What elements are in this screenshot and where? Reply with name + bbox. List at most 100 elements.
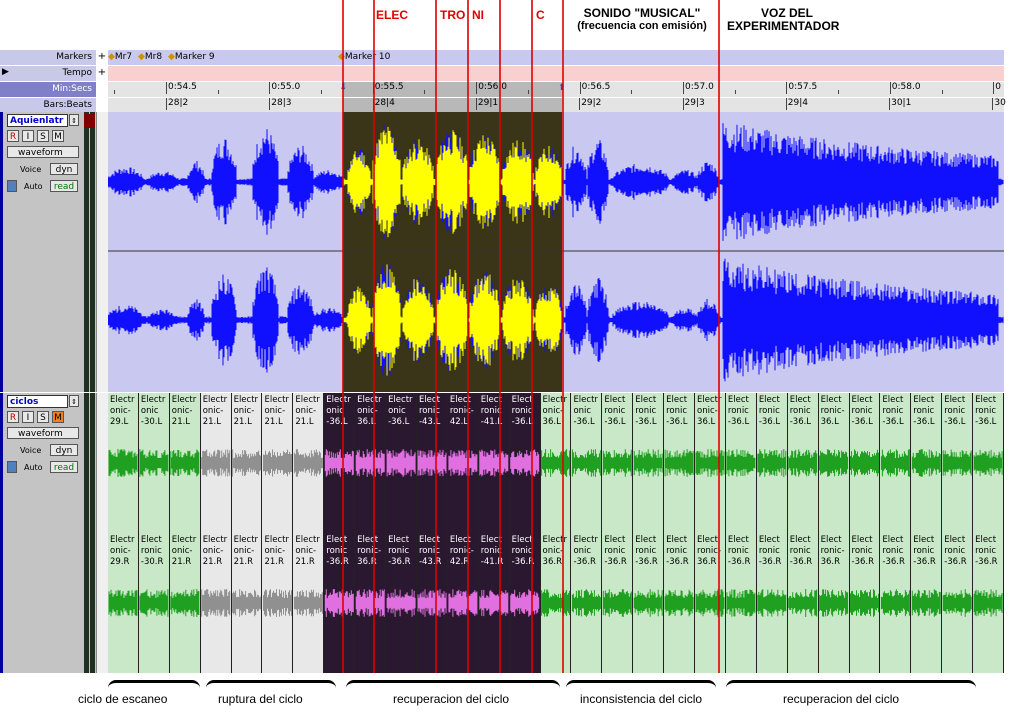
clip-label-line: onic- xyxy=(202,406,224,416)
clip-label-line: ronic xyxy=(480,406,502,416)
label-inconsistencia: inconsistencia del ciclo xyxy=(580,692,703,706)
minsecs-tick xyxy=(579,82,581,94)
clip-label-line: -36.L xyxy=(758,417,781,427)
clip-label-line: ronic xyxy=(604,406,626,416)
clip-label-line: Electr xyxy=(326,395,351,405)
selection-end-arrow-icon[interactable]: ⬆ xyxy=(558,83,566,93)
track1-voice-select[interactable]: dyn xyxy=(50,163,78,175)
clip-label-line: ronic xyxy=(975,406,997,416)
track2-voice-select[interactable]: dyn xyxy=(50,444,78,456)
marker-mr7[interactable]: ◆Mr7 xyxy=(108,52,133,62)
clip-label-line: -36.R xyxy=(944,557,967,567)
clip-label-line: 21.L xyxy=(171,417,191,427)
track1-waveform xyxy=(108,123,1004,382)
clip-label-line: 36.R xyxy=(697,557,717,567)
track1-mute-button[interactable]: M xyxy=(52,130,64,142)
clip-label-line: Elect xyxy=(913,395,935,405)
clip-waveform xyxy=(880,589,910,617)
markers-ruler-label: Markers xyxy=(56,52,92,62)
clip-label-line: 21.R xyxy=(171,557,192,567)
track2-auto-icon[interactable] xyxy=(7,461,17,473)
clip-label-line: -36.R xyxy=(326,557,349,567)
track1-auto-select[interactable]: read xyxy=(50,180,78,192)
marker-diamond-icon: ◆ xyxy=(338,52,345,62)
clip-label-line: 36.R xyxy=(820,557,841,567)
clip-waveform xyxy=(355,449,385,477)
tempo-expand-icon[interactable]: ▶ xyxy=(2,67,9,77)
clip-label-line: Electr xyxy=(171,395,197,405)
selection-start-arrow-icon[interactable]: ⬇ xyxy=(339,82,348,93)
clip-label-line: Electr xyxy=(295,395,320,405)
clip-waveform xyxy=(201,449,231,477)
clip-label-line: Elect xyxy=(480,535,502,545)
track1-name-menu-icon[interactable]: ⇕ xyxy=(69,114,79,126)
clip-waveform xyxy=(695,589,725,617)
track2-clips-area[interactable]: Electr onic- 29.L Electr onic- 29.R Electr onic… xyxy=(108,393,1004,673)
clip-waveform xyxy=(139,449,169,477)
minor-tick xyxy=(786,90,787,94)
clip-label-line: onic- xyxy=(697,406,718,416)
clip-label-line: 21.L xyxy=(264,417,283,427)
minsecs-tick-label: 0:56.5 xyxy=(581,82,611,92)
clip-label-line: -36.L xyxy=(727,417,750,427)
track2-record-button[interactable]: R xyxy=(7,411,19,423)
clip-waveform xyxy=(726,449,756,477)
tempo-add-button[interactable]: + xyxy=(96,66,108,81)
markers-add-button[interactable]: + xyxy=(96,50,108,65)
clip-label-line: Elect xyxy=(758,395,780,405)
track2-name-field[interactable]: ciclos xyxy=(7,395,68,408)
track2-header: ciclos ⇕ R I S M waveform Voice dyn Auto… xyxy=(0,393,96,673)
clip-waveform xyxy=(850,449,879,477)
clip-label-line: Elect xyxy=(418,395,440,405)
clip-label-line: Elect xyxy=(913,535,935,545)
track2-name-menu-icon[interactable]: ⇕ xyxy=(69,395,79,407)
track2-view-select[interactable]: waveform xyxy=(7,427,79,439)
tempo-ruler[interactable] xyxy=(108,66,1004,81)
clip-label-line: 21.R xyxy=(233,557,254,567)
clip-label-line: ronic xyxy=(851,546,873,556)
clip-label-line: ronic xyxy=(666,546,688,556)
track2-mute-button[interactable]: M xyxy=(52,411,64,423)
clip-waveform xyxy=(263,449,292,477)
clip-label-line: 42.L xyxy=(449,417,469,427)
clip-label-line: -43.R xyxy=(418,557,442,567)
markers-ruler[interactable] xyxy=(108,50,1004,65)
clip-label-line: -36.R xyxy=(511,557,535,567)
minor-tick xyxy=(942,90,943,94)
annotation-elec: ELEC xyxy=(376,8,409,22)
minor-tick xyxy=(166,90,167,94)
clip-label-line: 42.R xyxy=(449,557,470,567)
track1-solo-button[interactable]: S xyxy=(37,130,49,142)
barsbeats-tick xyxy=(992,98,994,110)
track1-view-select[interactable]: waveform xyxy=(7,146,79,158)
clip-label-line: -41.R xyxy=(480,557,504,567)
track1-auto-icon[interactable] xyxy=(7,180,17,192)
clip-label-line: -36.L xyxy=(388,417,410,427)
marker-mr8[interactable]: ◆Mr8 xyxy=(138,52,163,62)
track1-name-field[interactable]: Aquienlatr xyxy=(7,114,68,127)
clip-waveform xyxy=(973,589,1003,617)
track2-clip-waveforms xyxy=(108,449,1003,617)
clip-label-line: -36.L xyxy=(944,417,966,427)
track2-solo-button[interactable]: S xyxy=(37,411,49,423)
minsecs-tick-label: 0:58.0 xyxy=(891,82,921,92)
minsecs-tick xyxy=(269,82,271,94)
track2-input-button[interactable]: I xyxy=(22,411,34,423)
clip-label-line: ronic xyxy=(418,406,440,416)
clip-label-line: -36.R xyxy=(666,557,689,567)
clip-label-line: Elect xyxy=(789,535,811,545)
track2-auto-select[interactable]: read xyxy=(50,461,78,473)
clip-label-line: Electr xyxy=(140,395,166,405)
clip-waveform xyxy=(293,589,323,617)
track1-record-button[interactable]: R xyxy=(7,130,19,142)
track1-waveform-area[interactable] xyxy=(108,112,1004,392)
marker-9[interactable]: ◆Marker 9 xyxy=(168,52,215,62)
clip-label-line: onic- xyxy=(357,406,378,416)
marker-10[interactable]: ◆Marker 10 xyxy=(338,52,391,62)
track1-header: Aquienlatr ⇕ R I S M waveform Voice dyn … xyxy=(0,112,96,392)
track1-input-button[interactable]: I xyxy=(22,130,34,142)
clip-label-line: onic xyxy=(388,406,406,416)
clip-label-line: -36.L xyxy=(635,417,657,427)
clip-waveform xyxy=(911,449,941,477)
clip-label-line: ronic xyxy=(882,546,904,556)
